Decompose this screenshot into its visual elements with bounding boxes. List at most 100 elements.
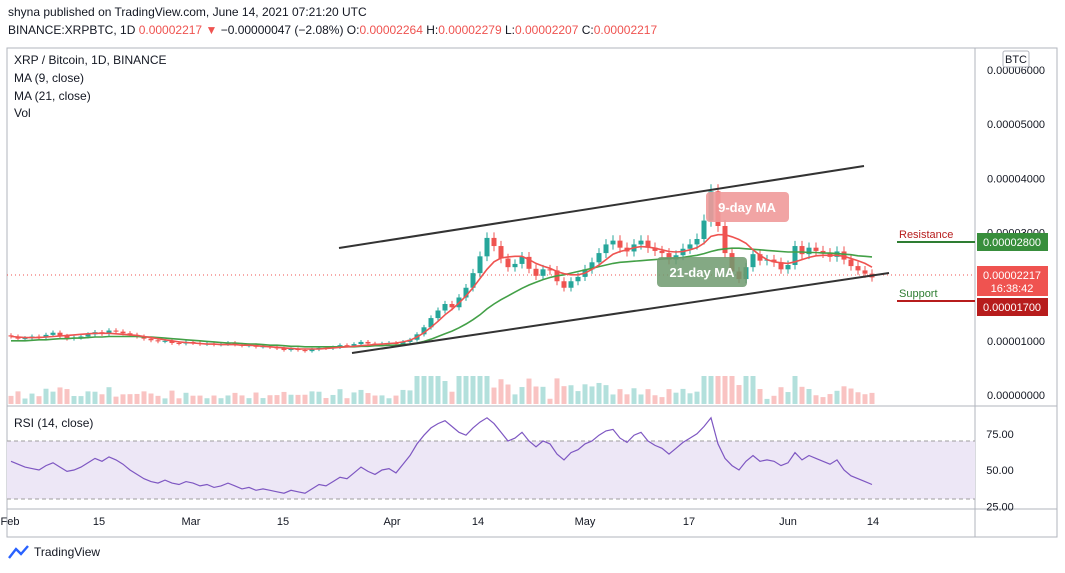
- price-tick-label: 0.00000000: [987, 390, 1045, 402]
- low-label: L:: [504, 23, 515, 37]
- volume-bar: [197, 395, 203, 404]
- volume-bar: [302, 394, 308, 404]
- time-tick-label: Feb: [1, 516, 20, 528]
- time-tick-label: 14: [867, 516, 879, 528]
- candle-body: [561, 281, 567, 288]
- volume-bar: [603, 385, 609, 404]
- publisher-text: shyna published on TradingView.com, June…: [8, 5, 367, 19]
- volume-bar: [687, 393, 693, 404]
- volume-bar: [78, 396, 84, 404]
- time-tick-label: 15: [277, 516, 289, 528]
- open-label: O:: [346, 23, 360, 37]
- candle-body: [281, 348, 287, 351]
- candle-body: [85, 334, 91, 337]
- volume-bar: [218, 398, 224, 404]
- candle-body: [505, 258, 511, 268]
- candle-body: [113, 330, 119, 332]
- volume-bar: [554, 378, 560, 404]
- publisher-line: shyna published on TradingView.com, June…: [8, 5, 367, 19]
- volume-bar: [421, 376, 427, 404]
- volume-bar: [127, 394, 133, 404]
- candle-body: [435, 310, 441, 319]
- tradingview-logo-icon: [8, 545, 29, 559]
- volume-bar: [344, 398, 350, 404]
- volume-bar: [771, 395, 777, 404]
- volume-bar: [29, 393, 35, 404]
- volume-bar: [638, 394, 644, 404]
- candle-body: [484, 237, 490, 257]
- symbol-line: BINANCE:XRPBTC, 1D 0.00002217 ▼ −0.00000…: [8, 23, 657, 37]
- volume-bar: [253, 392, 259, 404]
- volume-bar: [134, 393, 140, 404]
- volume-bar: [211, 395, 217, 404]
- volume-bar: [869, 392, 875, 404]
- time-tick-label: 14: [472, 516, 484, 528]
- support-label: Support: [899, 288, 938, 300]
- volume-bar: [792, 376, 798, 404]
- volume-bar: [533, 386, 539, 404]
- volume-bar: [148, 393, 154, 404]
- candle-body: [792, 246, 798, 265]
- legend-pair: XRP / Bitcoin, 1D, BINANCE: [14, 53, 167, 67]
- volume-bar: [624, 394, 630, 404]
- channel-lower-line: [351, 272, 890, 354]
- legend-ma9: MA (9, close): [14, 71, 85, 85]
- current-price-text: 0.00002217: [983, 270, 1041, 282]
- time-tick-label: Jun: [779, 516, 797, 528]
- volume-bar: [99, 394, 105, 404]
- volume-bar: [680, 388, 686, 404]
- volume-bar: [456, 376, 462, 404]
- volume-bar: [246, 398, 252, 404]
- candle-body: [568, 281, 574, 288]
- volume-bar: [295, 394, 301, 404]
- volume-bar: [652, 395, 658, 404]
- volume-bar: [281, 391, 287, 404]
- volume-bar: [820, 397, 826, 404]
- candle-body: [785, 265, 791, 270]
- volume-bar: [575, 391, 581, 404]
- candle-body: [547, 269, 553, 271]
- volume-bar: [666, 389, 672, 404]
- candle-body: [778, 262, 784, 270]
- time-axis-ticks: Feb 15 Mar 15 Apr 14 May 17 Jun 14: [1, 516, 880, 528]
- volume-bar: [36, 396, 42, 404]
- volume-bar: [330, 394, 336, 404]
- support-price-tag: [977, 298, 1048, 316]
- rsi-tick-label: 75.00: [986, 429, 1014, 441]
- volume-bar: [463, 376, 469, 404]
- tradingview-logo: TradingView: [8, 545, 100, 559]
- candle-body: [575, 276, 581, 282]
- close-label: C:: [581, 23, 594, 37]
- candle-body: [638, 240, 644, 245]
- legend-rsi: RSI (14, close): [14, 416, 94, 430]
- volume-bar: [743, 376, 749, 404]
- volume-bar: [659, 397, 665, 404]
- volume-bar: [442, 381, 448, 404]
- volume-bar: [757, 389, 763, 404]
- volume-bar: [141, 391, 147, 404]
- volume-bar: [64, 389, 70, 404]
- resistance-price-tag: [977, 233, 1048, 251]
- current-price-tag: [977, 266, 1048, 296]
- volume-bar: [834, 390, 840, 404]
- volume-bar: [351, 392, 357, 404]
- legend-vol: Vol: [14, 106, 31, 120]
- candle-body: [498, 246, 504, 259]
- volume-bar: [715, 376, 721, 404]
- ma9-annotation-label: 9-day MA: [718, 200, 776, 215]
- volume-bar: [470, 376, 476, 404]
- candle-body: [589, 262, 595, 270]
- volume-bar: [561, 386, 567, 404]
- candle-body: [596, 253, 602, 263]
- down-arrow-icon: ▼: [205, 23, 218, 37]
- high-value: 0.00002279: [438, 23, 502, 37]
- time-tick-label: 15: [93, 516, 105, 528]
- candle-body: [701, 220, 707, 239]
- candle-body: [687, 244, 693, 249]
- volume-bar: [393, 395, 399, 404]
- volume-bar: [379, 395, 385, 404]
- volume-bar: [736, 385, 742, 404]
- change-text: −0.00000047 (−2.08%): [220, 23, 344, 37]
- rsi-band: [7, 441, 975, 499]
